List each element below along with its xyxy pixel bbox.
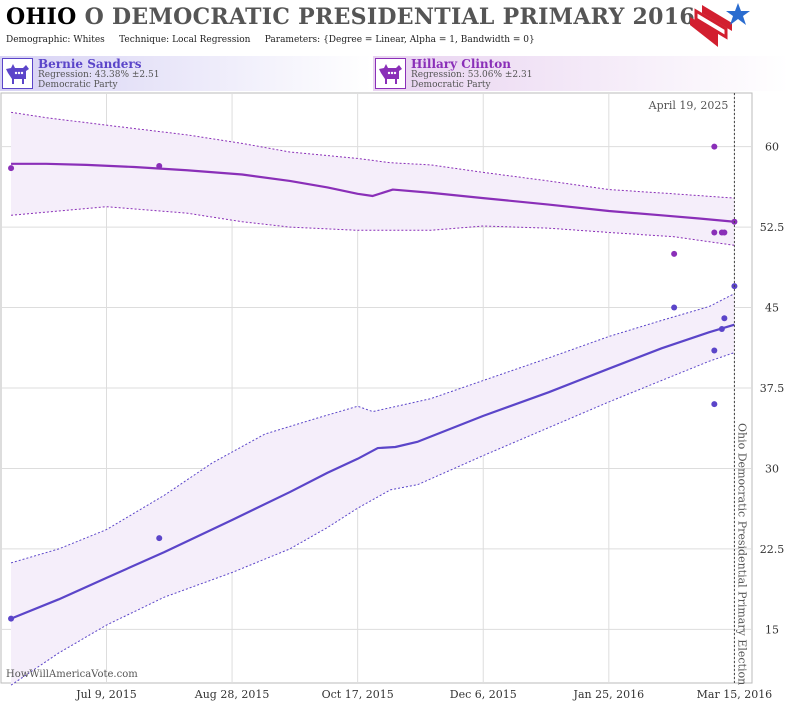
- date-label: April 19, 2025: [648, 99, 729, 112]
- title-text: O DEMOCRATIC PRESIDENTIAL PRIMARY 2016: [84, 4, 695, 30]
- technique-value: Local Regression: [172, 35, 251, 45]
- parameters-label: Parameters:: [264, 35, 321, 45]
- y-tick-label: 52.5: [760, 221, 785, 234]
- data-point: [721, 315, 728, 322]
- confidence-band: [11, 112, 735, 246]
- data-point: [156, 162, 163, 169]
- y-tick-label: 30: [765, 462, 779, 475]
- data-point: [671, 304, 678, 311]
- confidence-band: [11, 293, 735, 686]
- data-point: [671, 250, 678, 257]
- y-tick-label: 45: [765, 302, 779, 315]
- candidate-party: Democratic Party: [38, 80, 118, 90]
- regression-line: [11, 162, 735, 223]
- data-point: [711, 229, 718, 236]
- x-tick-label: Jul 9, 2015: [75, 688, 137, 701]
- y-tick-label: 22.5: [760, 543, 785, 556]
- donkey-icon: [375, 58, 406, 89]
- data-point: [721, 229, 728, 236]
- candidate-party: Democratic Party: [411, 80, 491, 90]
- subtitle-line: Demographic: Whites Technique: Local Reg…: [6, 35, 535, 45]
- data-point: [711, 347, 718, 354]
- demographic-value: Whites: [73, 35, 105, 45]
- data-point: [718, 326, 725, 332]
- candidate-card-clinton: Hillary Clinton Regression: 53.06% ±2.31…: [373, 56, 789, 91]
- data-point: [8, 615, 15, 622]
- event-label: Ohio Democratic Presidential Primary Ele…: [735, 423, 748, 685]
- data-point: [711, 401, 718, 408]
- band-lower-line: [10, 352, 735, 686]
- star-logo-icon: [690, 3, 750, 47]
- technique-label: Technique:: [119, 35, 170, 45]
- candidate-regression: Regression: 53.06% ±2.31: [411, 70, 533, 80]
- source-label: HowWillAmericaVote.com: [6, 669, 138, 680]
- data-point: [156, 535, 163, 542]
- x-tick-label: Mar 15, 2016: [697, 688, 773, 701]
- regression-line: [10, 323, 735, 620]
- state-name: OHIO: [6, 4, 77, 30]
- y-tick-label: 37.5: [760, 382, 785, 395]
- x-tick-label: Dec 6, 2015: [450, 688, 517, 701]
- data-point: [711, 143, 718, 150]
- x-tick-label: Oct 17, 2015: [322, 688, 394, 701]
- y-tick-label: 15: [765, 623, 779, 636]
- candidate-name: Bernie Sanders: [38, 57, 142, 71]
- page-title: OHIO O DEMOCRATIC PRESIDENTIAL PRIMARY 2…: [6, 4, 695, 30]
- candidate-name: Hillary Clinton: [411, 57, 511, 71]
- donkey-icon: [2, 58, 33, 89]
- candidate-regression: Regression: 43.38% ±2.51: [38, 70, 160, 80]
- band-upper-line: [10, 111, 735, 199]
- y-tick-label: 60: [765, 141, 779, 154]
- demographic-label: Demographic:: [6, 35, 71, 45]
- data-point: [8, 165, 15, 172]
- x-tick-label: Aug 28, 2015: [194, 688, 270, 701]
- candidate-card-sanders: Bernie Sanders Regression: 43.38% ±2.51 …: [0, 56, 372, 91]
- x-tick-label: Jan 25, 2016: [573, 688, 645, 701]
- band-lower-line: [11, 206, 735, 246]
- parameters-value: {Degree = Linear, Alpha = 1, Bandwidth =…: [323, 35, 535, 45]
